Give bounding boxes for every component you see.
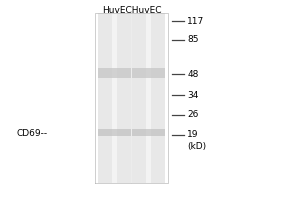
Bar [98,129,131,136]
Text: 26: 26 [187,110,199,119]
Text: CD69--: CD69-- [16,129,47,138]
Text: 85: 85 [187,35,199,44]
Bar [98,13,131,183]
Bar [132,129,165,136]
Text: 48: 48 [187,70,199,79]
Bar [146,13,151,183]
Text: (kD): (kD) [187,142,206,151]
Bar [132,68,165,78]
Bar [112,13,117,183]
Text: 34: 34 [187,91,199,100]
Bar [98,68,131,78]
Bar [132,13,165,183]
Text: 19: 19 [187,130,199,139]
Text: HuvECHuvEC: HuvECHuvEC [102,6,162,15]
Text: 117: 117 [187,17,204,26]
